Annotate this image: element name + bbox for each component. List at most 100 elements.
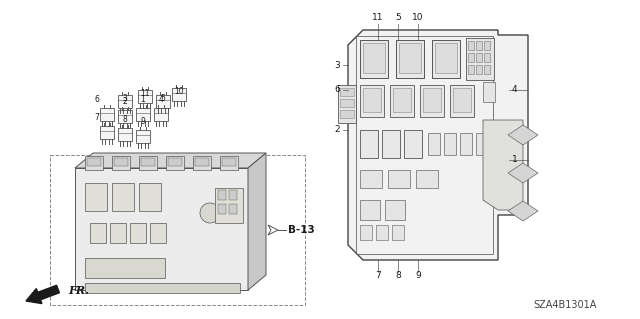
Bar (85, 156, 103, 170)
Text: 10: 10 (174, 87, 184, 96)
Text: 6: 6 (334, 85, 340, 94)
Bar (404, 130, 422, 158)
Bar (50, 155, 305, 305)
Text: 5: 5 (161, 94, 165, 103)
Polygon shape (508, 201, 538, 221)
Bar (360, 85, 384, 117)
Bar (484, 65, 490, 74)
Bar (85, 183, 107, 211)
Bar (432, 40, 460, 78)
Bar (399, 43, 421, 73)
Text: 11: 11 (140, 89, 150, 98)
Text: 1: 1 (512, 155, 518, 165)
FancyArrow shape (26, 285, 60, 304)
Bar (215, 188, 243, 223)
Bar (388, 170, 410, 188)
Bar (130, 223, 146, 243)
Bar (112, 156, 130, 170)
Bar (396, 40, 424, 78)
Text: 6: 6 (95, 95, 99, 104)
Bar (156, 95, 170, 108)
Text: 5: 5 (395, 13, 401, 22)
Bar (338, 85, 356, 123)
Text: 8: 8 (395, 271, 401, 280)
Polygon shape (348, 30, 528, 260)
Bar (423, 88, 441, 112)
Bar (420, 85, 444, 117)
Text: 9: 9 (141, 117, 145, 126)
Bar (392, 225, 404, 240)
Text: 8: 8 (123, 115, 127, 124)
Bar (484, 53, 490, 62)
Bar (460, 133, 472, 155)
Bar (90, 223, 106, 243)
Bar (363, 88, 381, 112)
Text: B-13: B-13 (288, 225, 315, 235)
Bar (360, 40, 388, 78)
Bar (118, 128, 132, 141)
Bar (138, 90, 152, 103)
Bar (118, 95, 132, 108)
Bar (468, 41, 474, 50)
Bar (220, 156, 238, 170)
Bar (468, 53, 474, 62)
Bar (484, 41, 490, 50)
Bar (444, 133, 456, 155)
Bar (166, 156, 184, 170)
Text: 4: 4 (159, 95, 163, 104)
Bar (435, 43, 457, 73)
Bar (141, 158, 155, 166)
Bar (100, 108, 114, 121)
Bar (218, 190, 226, 200)
Bar (468, 65, 474, 74)
Bar (229, 190, 237, 200)
Polygon shape (75, 153, 266, 168)
Bar (114, 158, 128, 166)
Bar (360, 225, 372, 240)
Polygon shape (248, 153, 266, 290)
Bar (150, 223, 166, 243)
Bar (100, 126, 114, 139)
Polygon shape (268, 225, 278, 235)
Bar (476, 133, 488, 155)
Text: SZA4B1301A: SZA4B1301A (533, 300, 596, 310)
Text: 1: 1 (141, 95, 145, 104)
Bar (476, 41, 482, 50)
Text: FR.: FR. (68, 286, 89, 296)
Polygon shape (483, 120, 523, 210)
Polygon shape (508, 125, 538, 145)
Bar (466, 38, 494, 80)
Bar (393, 88, 411, 112)
Bar (476, 53, 482, 62)
Bar (416, 170, 438, 188)
Text: 4: 4 (512, 85, 518, 94)
Bar (229, 204, 237, 214)
Polygon shape (508, 163, 538, 183)
Bar (112, 183, 134, 211)
Bar (450, 85, 474, 117)
Bar (453, 88, 471, 112)
Text: 7: 7 (375, 271, 381, 280)
Bar (340, 88, 354, 96)
Bar (195, 158, 209, 166)
Bar (382, 130, 400, 158)
Text: 2: 2 (123, 97, 127, 106)
Text: 2: 2 (334, 125, 340, 135)
Bar (222, 158, 236, 166)
Bar (360, 200, 380, 220)
Bar (340, 110, 354, 118)
Bar (218, 204, 226, 214)
Bar (385, 200, 405, 220)
Bar (87, 158, 101, 166)
Text: 3: 3 (334, 61, 340, 70)
Bar (139, 183, 161, 211)
Bar (390, 85, 414, 117)
Bar (136, 108, 150, 121)
Bar (360, 170, 382, 188)
Bar (193, 156, 211, 170)
Bar (110, 223, 126, 243)
Text: 11: 11 (372, 13, 384, 22)
Polygon shape (75, 168, 248, 290)
Text: 10: 10 (412, 13, 424, 22)
Bar (340, 99, 354, 107)
